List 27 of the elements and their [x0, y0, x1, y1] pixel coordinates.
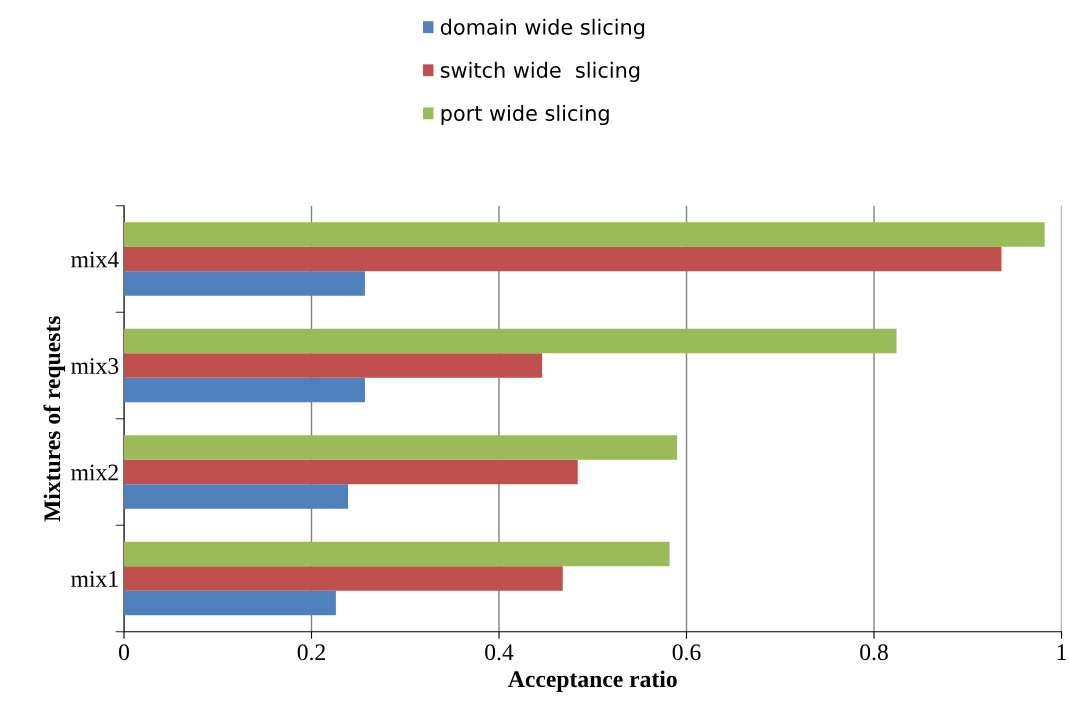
- x-tick-label: 0.6: [672, 644, 701, 661]
- y-tick-label: mix4: [71, 251, 119, 268]
- bar: [124, 328, 897, 354]
- bar: [124, 222, 1045, 247]
- bar: [124, 566, 563, 591]
- y-tick-label: mix1: [71, 571, 118, 587]
- bar: [124, 541, 670, 567]
- bar: [124, 590, 336, 616]
- bar: [124, 246, 1002, 272]
- x-tick-label: 0: [119, 644, 130, 661]
- x-tick-label: 0.2: [297, 644, 325, 661]
- bar: [124, 271, 365, 296]
- x-tick-label: 0.8: [860, 644, 888, 661]
- bar: [124, 353, 543, 378]
- y-axis-title: Mixtures of requests: [43, 316, 66, 522]
- bar: [124, 377, 365, 403]
- x-axis-title: Acceptance ratio: [508, 670, 677, 692]
- legend-label: switch wide slicing: [440, 61, 640, 82]
- legend-label: port wide slicing: [441, 104, 609, 126]
- bar: [124, 435, 678, 460]
- legend-label: domain wide slicing: [440, 18, 645, 39]
- x-tick-label: 0.4: [485, 644, 514, 661]
- x-tick-label: 1: [1057, 644, 1066, 660]
- bar: [124, 484, 349, 509]
- y-tick-label: mix2: [71, 464, 118, 481]
- bar: [124, 459, 578, 485]
- y-tick-label: mix3: [71, 358, 119, 374]
